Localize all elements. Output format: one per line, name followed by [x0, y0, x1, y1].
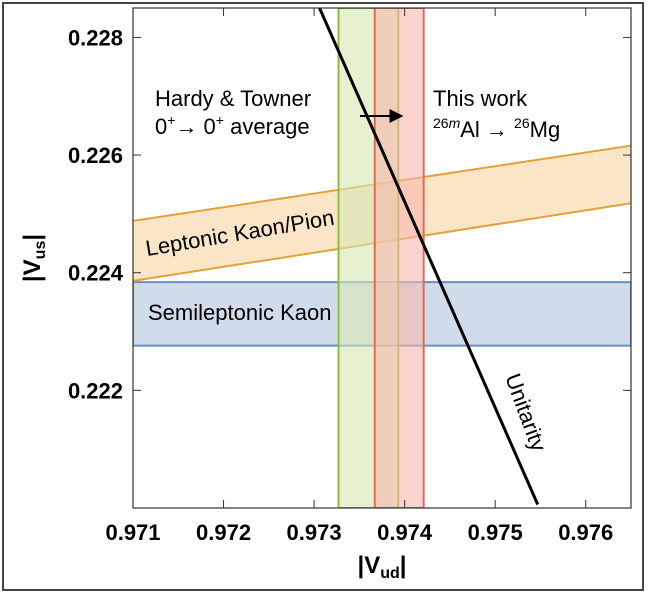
y-axis-label: |Vus|: [19, 234, 49, 282]
x-tick-label: 0.972: [196, 520, 251, 545]
this-work-band: [373, 8, 425, 508]
y-tick-label: 0.226: [68, 143, 123, 168]
x-tick-label: 0.975: [468, 520, 523, 545]
x-tick-label: 0.971: [105, 520, 160, 545]
this-work-label-line1: This work: [433, 86, 528, 111]
y-tick-label: 0.228: [68, 25, 123, 50]
unitarity-line: [318, 8, 540, 506]
y-tick-label: 0.222: [68, 378, 123, 403]
x-tick-label: 0.973: [287, 520, 342, 545]
x-tick-label: 0.974: [377, 520, 433, 545]
x-axis-label: |Vud|: [358, 552, 407, 582]
hardy-label-line1: Hardy & Towner: [155, 86, 311, 111]
figure-frame: [2, 2, 644, 591]
plot-frame: [132, 7, 632, 509]
y-tick-label: 0.224: [68, 261, 124, 286]
x-tick-label: 0.976: [558, 520, 613, 545]
unitarity-label: Unitarity: [500, 370, 551, 454]
this-work-label-line2: 26mAl → 26Mg: [433, 115, 560, 142]
hardy-label-line2: 0+→ 0+ average: [155, 112, 310, 139]
semileptonic-band-label: Semileptonic Kaon: [148, 300, 331, 325]
